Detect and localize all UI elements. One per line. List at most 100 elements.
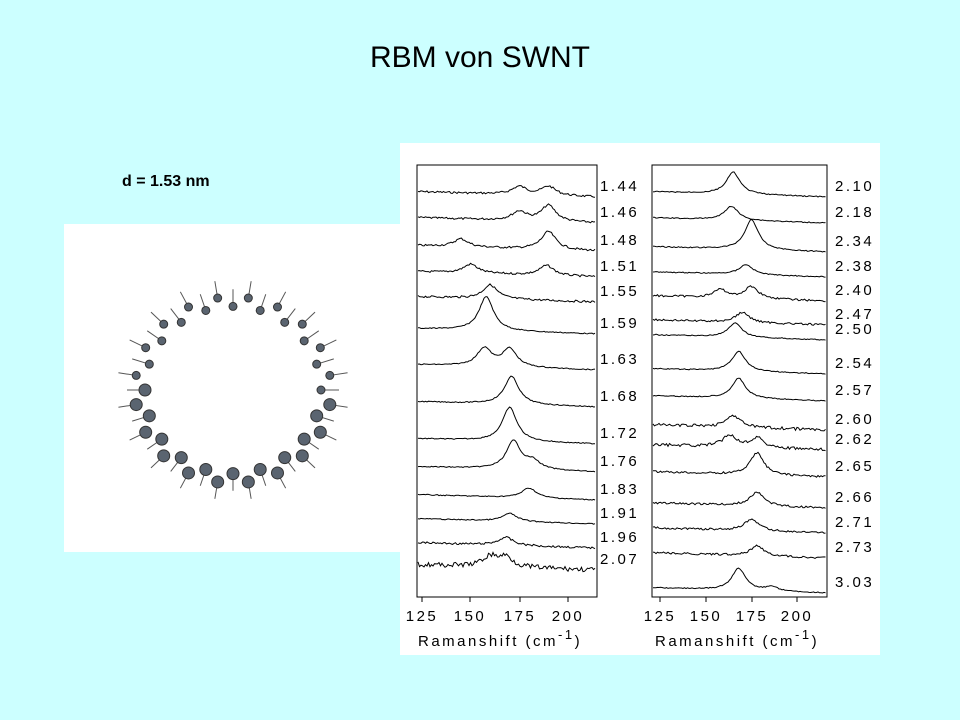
- atom: [278, 451, 292, 465]
- spectrum: [652, 205, 826, 224]
- atom: [155, 432, 169, 446]
- molecule-box: [64, 224, 400, 552]
- atom: [174, 451, 188, 465]
- diameter-value: 1.72: [600, 425, 639, 442]
- atom: [213, 293, 223, 303]
- diameter-value: 2.07: [600, 551, 639, 568]
- x-tick-label: 200: [552, 608, 585, 625]
- diameter-value: 2.73: [835, 539, 874, 556]
- axis-label-sup: -1: [558, 627, 575, 642]
- left-frame: [416, 164, 598, 598]
- diameter-value: 1.59: [600, 315, 639, 332]
- atom: [176, 317, 186, 327]
- diameter-value: 1.76: [600, 453, 639, 470]
- molecule: [118, 281, 348, 499]
- spectrum: [417, 512, 596, 525]
- atom: [255, 305, 265, 315]
- atom: [270, 466, 284, 480]
- slide-title: RBM von SWNT: [370, 41, 590, 74]
- right-frame: [651, 164, 828, 598]
- spectrum: [417, 184, 596, 198]
- axis-label-close: ): [812, 633, 820, 650]
- atom: [201, 305, 211, 315]
- spectrum: [652, 350, 826, 375]
- x-tick-label: 175: [504, 608, 537, 625]
- atom: [323, 398, 337, 412]
- diameter-value: 2.47: [835, 306, 874, 323]
- atom: [138, 383, 152, 397]
- diameter-label: d = 1.53 nm: [122, 173, 210, 190]
- diameter-value: 2.71: [835, 514, 874, 531]
- atom: [139, 425, 153, 439]
- atom: [131, 370, 141, 380]
- diameter-value: 1.55: [600, 283, 639, 300]
- atom: [299, 336, 309, 346]
- x-tick-label: 150: [690, 608, 723, 625]
- spectrum: [417, 487, 596, 501]
- atom: [253, 463, 267, 477]
- atom: [226, 467, 240, 481]
- spectrum: [417, 203, 596, 224]
- x-tick-label: 150: [454, 608, 487, 625]
- spectrum: [417, 551, 596, 573]
- spectrum: [652, 377, 826, 402]
- atom: [315, 343, 325, 353]
- atom: [297, 319, 307, 329]
- atom: [228, 301, 238, 311]
- spectrum: [652, 322, 826, 341]
- atom: [297, 432, 311, 446]
- atom: [280, 317, 290, 327]
- atom: [199, 463, 213, 477]
- spectrum: [652, 414, 826, 432]
- diameter-value: 2.66: [835, 489, 874, 506]
- spectra: 1.44 1.46 1.48 1.51 1.55 1.59 1.63 1.68 1.72 1.76…: [406, 171, 874, 650]
- atom: [316, 385, 326, 395]
- atom: [157, 336, 167, 346]
- diameter-value: 2.57: [835, 382, 874, 399]
- spectrum: [652, 311, 826, 326]
- spectrum: [417, 230, 596, 252]
- diameter-value: 2.50: [835, 321, 874, 338]
- atom: [142, 409, 156, 423]
- atom: [159, 319, 169, 329]
- diameter-value: 2.34: [835, 233, 874, 250]
- axis-label: Ramanshift (cm-1): [418, 627, 582, 650]
- atom: [243, 293, 253, 303]
- x-tick-label: 125: [406, 608, 439, 625]
- spectrum: [417, 439, 596, 473]
- spectrum: [653, 567, 826, 594]
- diameter-value: 1.83: [600, 481, 639, 498]
- diameter-value: 2.65: [835, 458, 874, 475]
- diameter-value: 1.44: [600, 178, 639, 195]
- spectrum: [417, 262, 596, 278]
- spectrum: [652, 434, 826, 452]
- spectrum: [652, 285, 826, 303]
- atom: [129, 398, 143, 412]
- axis-label-text: Ramanshift (cm: [418, 633, 558, 650]
- x-tick-label: 175: [736, 608, 769, 625]
- diameter-value: 2.40: [835, 282, 874, 299]
- spectrum: [653, 451, 826, 478]
- atom: [157, 449, 171, 463]
- diameter-value: 1.48: [600, 232, 639, 249]
- atom: [272, 302, 282, 312]
- spectrum: [652, 264, 826, 278]
- atom: [312, 359, 322, 369]
- spectrum: [417, 406, 595, 445]
- diameter-value: 1.46: [600, 204, 639, 221]
- diameter-value: 2.38: [835, 258, 874, 275]
- atom: [310, 409, 324, 423]
- atom: [211, 475, 225, 489]
- axis-label-close: ): [575, 633, 583, 650]
- diameter-value: 2.18: [835, 204, 874, 221]
- spectrum: [417, 535, 596, 550]
- diameter-value: 3.03: [835, 574, 874, 591]
- spectrum: [652, 219, 826, 253]
- diameter-value: 1.91: [600, 505, 639, 522]
- atom: [241, 475, 255, 489]
- atom: [144, 359, 154, 369]
- diameter-value: 1.63: [600, 351, 639, 368]
- x-tick-label: 125: [644, 608, 677, 625]
- axis-label-sup: -1: [795, 627, 812, 642]
- atom: [141, 343, 151, 353]
